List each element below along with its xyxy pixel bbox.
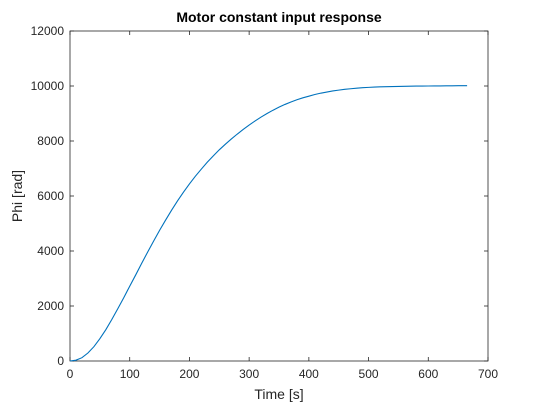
y-tick-label: 10000 [31,79,65,93]
x-tick-label: 600 [418,367,438,381]
x-tick-label: 300 [239,367,259,381]
x-tick-label: 200 [179,367,199,381]
y-tick-label: 2000 [37,299,64,313]
x-tick-label: 0 [67,367,74,381]
plot-area [69,30,489,362]
x-tick-label: 700 [478,367,498,381]
y-tick-label: 6000 [37,189,64,203]
y-tick-label: 4000 [37,244,64,258]
x-tick-label: 400 [299,367,319,381]
x-axis-label: Time [s] [254,386,303,402]
chart-title: Motor constant input response [176,9,382,25]
y-tick-label: 12000 [31,24,65,38]
y-tick-label: 0 [57,354,64,368]
series-line [69,85,468,362]
x-tick-label: 500 [359,367,379,381]
x-tick-label: 100 [120,367,140,381]
x-axis: 0 100 200 300 400 500 600 700 [67,31,498,381]
y-axis: 0 2000 4000 6000 8000 10000 12000 [31,24,488,368]
y-axis-label: Phi [rad] [9,170,25,222]
y-tick-label: 8000 [37,134,64,148]
